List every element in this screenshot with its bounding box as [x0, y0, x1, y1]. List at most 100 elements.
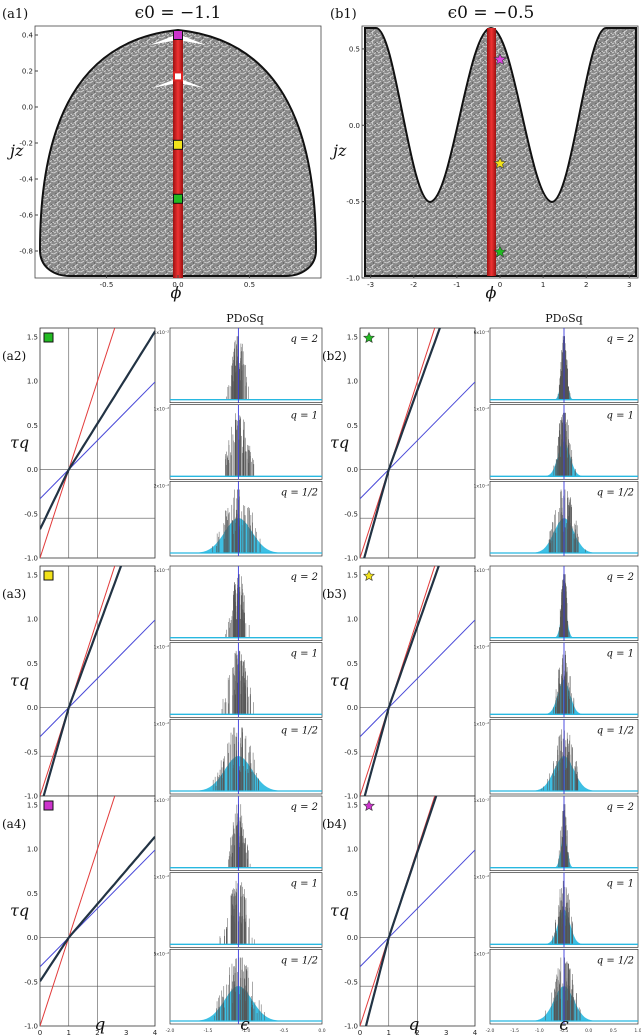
panel-a1-tag: (a1) — [2, 7, 28, 22]
pdos-q-label: q = 1/2 — [597, 487, 634, 498]
tau-line-1 — [360, 619, 475, 738]
pdos-xtick-0: -2.0 — [486, 1028, 495, 1034]
pdos-ytop-label: 6x10⁻⁴ — [474, 330, 490, 336]
pdos-a4-q2: q = 1/2 5x10⁻² -2.0 -1.5 -1.0 -0.5 0.0 — [154, 948, 326, 1034]
pdos-b4-q2: q = 1/2 1x10⁻² -2.0 -1.5 -1.0 -0.5 0.0 0.5 1.0 — [474, 948, 641, 1034]
a1-ytick-4: -0.4 — [19, 176, 33, 184]
tau-ytick-4: -0.5 — [344, 978, 358, 986]
tau-xtick-3: 3 — [444, 1029, 448, 1035]
pdos-q-label: q = 2 — [607, 802, 635, 813]
a1-ytick-0: 0.4 — [22, 32, 34, 40]
row-(b4): 1.51.00.50.0-0.5-1.00 1 2 3 4(b4)τqq = 21x10… — [322, 795, 641, 1035]
pdos-q-label: q = 1 — [291, 879, 319, 890]
a1-ytick-2: 0.0 — [22, 104, 33, 112]
red-trajectory-a1 — [173, 32, 183, 278]
a1-marker-2 — [173, 139, 183, 150]
pdos-a4-q1: q = 1 1x10⁻² — [154, 872, 323, 948]
row-star-marker — [363, 569, 375, 582]
b1-markers — [493, 52, 507, 258]
pdos-frame — [169, 327, 323, 404]
tau-line-1 — [360, 381, 475, 500]
panel-a1-title: ϵ0 = −1.1 — [135, 3, 222, 23]
pdos-xtick-3: -0.5 — [560, 1028, 569, 1034]
b1-ticks: -3 -2 -1 0 1 2 3 0.5 0.0 -0.5 -1.0 — [346, 45, 631, 289]
tau-ytick-0: 1.5 — [27, 333, 38, 341]
a1-marker-1 — [173, 71, 183, 82]
row-square-marker — [43, 332, 54, 343]
tau-xtick-4: 4 — [473, 1029, 478, 1035]
tau-ytick-2: 0.5 — [347, 890, 358, 898]
tau-ytick-0: 1.5 — [27, 571, 38, 579]
pdos-q-label: q = 2 — [607, 334, 635, 345]
pdos-xtick-4: 0.0 — [585, 1028, 592, 1034]
tau-curves — [40, 796, 155, 1026]
b1-xtick-2: -1 — [453, 281, 460, 289]
pdos-ytop-label: 1x10⁻² — [154, 798, 170, 804]
tau-ytick-3: 0.0 — [347, 704, 358, 712]
tau-ytick-4: -0.5 — [24, 510, 38, 518]
tau-curve-dark — [40, 835, 155, 982]
pdos-b3-q1: q = 1 1x10⁻² — [474, 642, 639, 718]
tau-line-0 — [40, 328, 116, 558]
tau-curve-dark — [40, 330, 155, 530]
pdos-q-label: q = 1 — [607, 649, 635, 660]
tau-ytick-0: 1.5 — [27, 801, 38, 809]
tau-ytick-3: 0.0 — [347, 466, 358, 474]
pdos-q-label: q = 1 — [607, 411, 635, 422]
tau-ytick-1: 1.0 — [27, 616, 38, 624]
tau-ytick-4: -0.5 — [24, 978, 38, 986]
tau-line-1 — [40, 381, 155, 500]
tau-line-1 — [40, 849, 155, 968]
panel-b1-tag: (b1) — [330, 7, 357, 22]
row-(a4): 1.51.00.50.0-0.5-1.00 1 2 3 4(a4)τqq = 21x10… — [2, 795, 326, 1035]
a1-ytick-6: -0.8 — [19, 248, 33, 256]
pdos-b2-q1: q = 1 1x10⁻² — [474, 404, 639, 480]
pdos-a3-q2: q = 1/2 1x10⁻² — [154, 718, 323, 795]
b1-ylabel: jz — [330, 141, 347, 160]
a1-ticks: -0.5 0.0 0.5 0.4 0.2 0.0 -0.2 -0.4 -0.6 -0.8 — [19, 32, 255, 290]
tau-ytick-5: -1.0 — [344, 555, 358, 563]
tau-ylabel: τq — [10, 671, 29, 690]
tau-line-1 — [360, 849, 475, 968]
a1-xtick-0: -0.5 — [100, 281, 114, 289]
tau-ytick-4: -0.5 — [24, 748, 38, 756]
pdos-b4-q1: q = 1 1x10⁻² — [474, 872, 639, 948]
tau-ytick-4: -0.5 — [344, 510, 358, 518]
row-star-marker — [363, 799, 375, 812]
pdos-b3-q2: q = 1/2 1x10⁻² — [474, 718, 639, 795]
tau-ytick-1: 1.0 — [347, 378, 358, 386]
pdos-a4-q0: q = 2 1x10⁻² — [154, 795, 323, 872]
tau-ytick-0: 1.5 — [347, 571, 358, 579]
b1-ytick-0: 0.5 — [349, 45, 360, 53]
pdos-ytop-label: 1x10⁻² — [154, 330, 170, 336]
b1-xtick-5: 2 — [584, 281, 588, 289]
tau-ytick-3: 0.0 — [27, 704, 38, 712]
pdos-a2-q2: q = 1/2 2x10⁻² — [154, 480, 323, 557]
tau-xtick-0: 0 — [38, 1029, 42, 1035]
tau-line-0 — [360, 566, 436, 796]
tau-ylabel: τq — [330, 671, 349, 690]
pdos-a2-q0: q = 2 1x10⁻² — [154, 327, 323, 404]
a1-ytick-1: 0.2 — [22, 68, 33, 76]
b1-xtick-4: 1 — [541, 281, 545, 289]
tau-ytick-4: -0.5 — [344, 748, 358, 756]
tau-xtick-1: 1 — [387, 1029, 391, 1035]
tau-curve-dark — [42, 566, 123, 796]
tau-ytick-1: 1.0 — [27, 846, 38, 854]
pdos-b3-q0: q = 2 1x10⁻⁴ — [474, 565, 639, 642]
tau-ytick-2: 0.5 — [27, 890, 38, 898]
b1-marker-2 — [493, 245, 507, 258]
tau-ytick-1: 1.0 — [27, 378, 38, 386]
pdos-ytop-label: 1x10⁻² — [154, 721, 170, 727]
pdos-ytop-label: 2x10⁻² — [154, 483, 170, 489]
tau-xtick-2: 2 — [415, 1029, 419, 1035]
tau-ylabel: τq — [330, 433, 349, 452]
tau-curves — [360, 796, 475, 1026]
pdos-b2-q2: q = 1/2 1x10⁻² — [474, 480, 639, 557]
a1-ytick-5: -0.6 — [19, 212, 33, 220]
b1-xtick-6: 3 — [627, 281, 631, 289]
row-tag-(b2): (b2) — [322, 349, 347, 363]
